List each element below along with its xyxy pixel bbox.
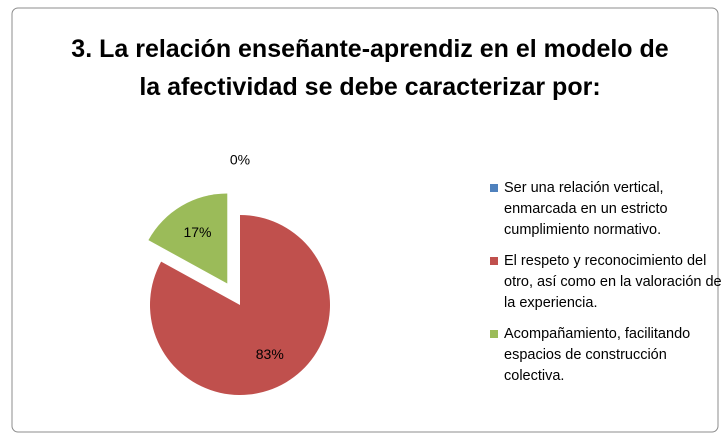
legend-swatch — [490, 330, 498, 338]
pie-slice — [148, 193, 228, 284]
legend-swatch — [490, 257, 498, 265]
legend-item: El respeto y reconocimiento del otro, as… — [490, 251, 726, 314]
data-label: 83% — [256, 346, 284, 362]
legend-item: Acompañamiento, facilitando espacios de … — [490, 324, 726, 387]
legend: Ser una relación vertical, enmarcada en … — [490, 178, 726, 397]
legend-swatch — [490, 184, 498, 192]
chart-title: 3. La relación enseñante-aprendiz en el … — [71, 35, 669, 101]
data-label: 17% — [183, 224, 211, 240]
legend-label: El respeto y reconocimiento del otro, as… — [504, 253, 722, 311]
legend-item: Ser una relación vertical, enmarcada en … — [490, 178, 726, 241]
legend-label: Acompañamiento, facilitando espacios de … — [504, 326, 691, 384]
frame — [11, 7, 719, 433]
legend-label: Ser una relación vertical, enmarcada en … — [504, 180, 668, 238]
pie-slice — [150, 215, 330, 395]
data-label: 0% — [230, 152, 250, 168]
